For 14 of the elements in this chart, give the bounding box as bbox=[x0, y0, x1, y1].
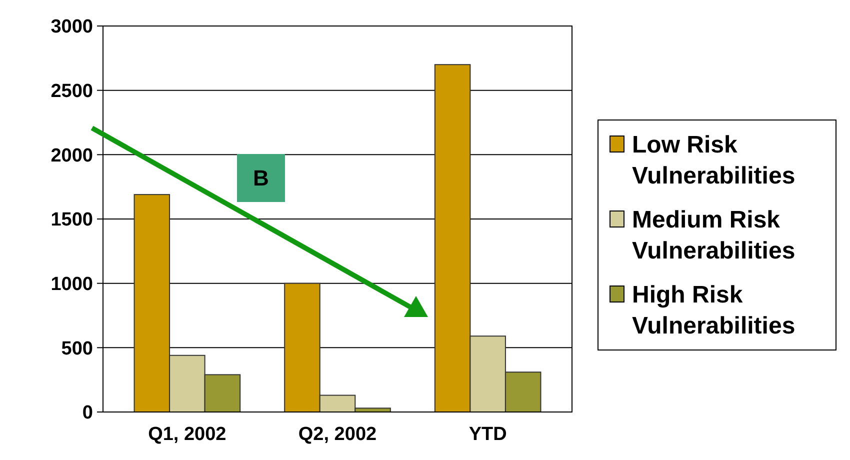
y-tick-label: 1500 bbox=[50, 210, 93, 231]
y-tick-label: 2500 bbox=[50, 80, 93, 102]
legend-label: High Risk Vulnerabilities bbox=[632, 281, 796, 340]
y-tick-label: 0 bbox=[82, 402, 93, 424]
legend-label: Low Risk Vulnerabilities bbox=[632, 131, 796, 190]
x-tick-label: YTD bbox=[468, 424, 507, 445]
y-tick-label: 2000 bbox=[50, 145, 93, 166]
y-tick-label: 3000 bbox=[50, 16, 93, 38]
x-tick-label: Q1, 2002 bbox=[148, 424, 226, 445]
y-tick-label: 1000 bbox=[50, 274, 93, 295]
y-tick-label: 500 bbox=[61, 338, 93, 360]
annotation: B bbox=[253, 166, 269, 191]
legend-label: Medium Risk Vulnerabilities bbox=[632, 206, 796, 264]
x-tick-label: Q2, 2002 bbox=[298, 424, 377, 445]
